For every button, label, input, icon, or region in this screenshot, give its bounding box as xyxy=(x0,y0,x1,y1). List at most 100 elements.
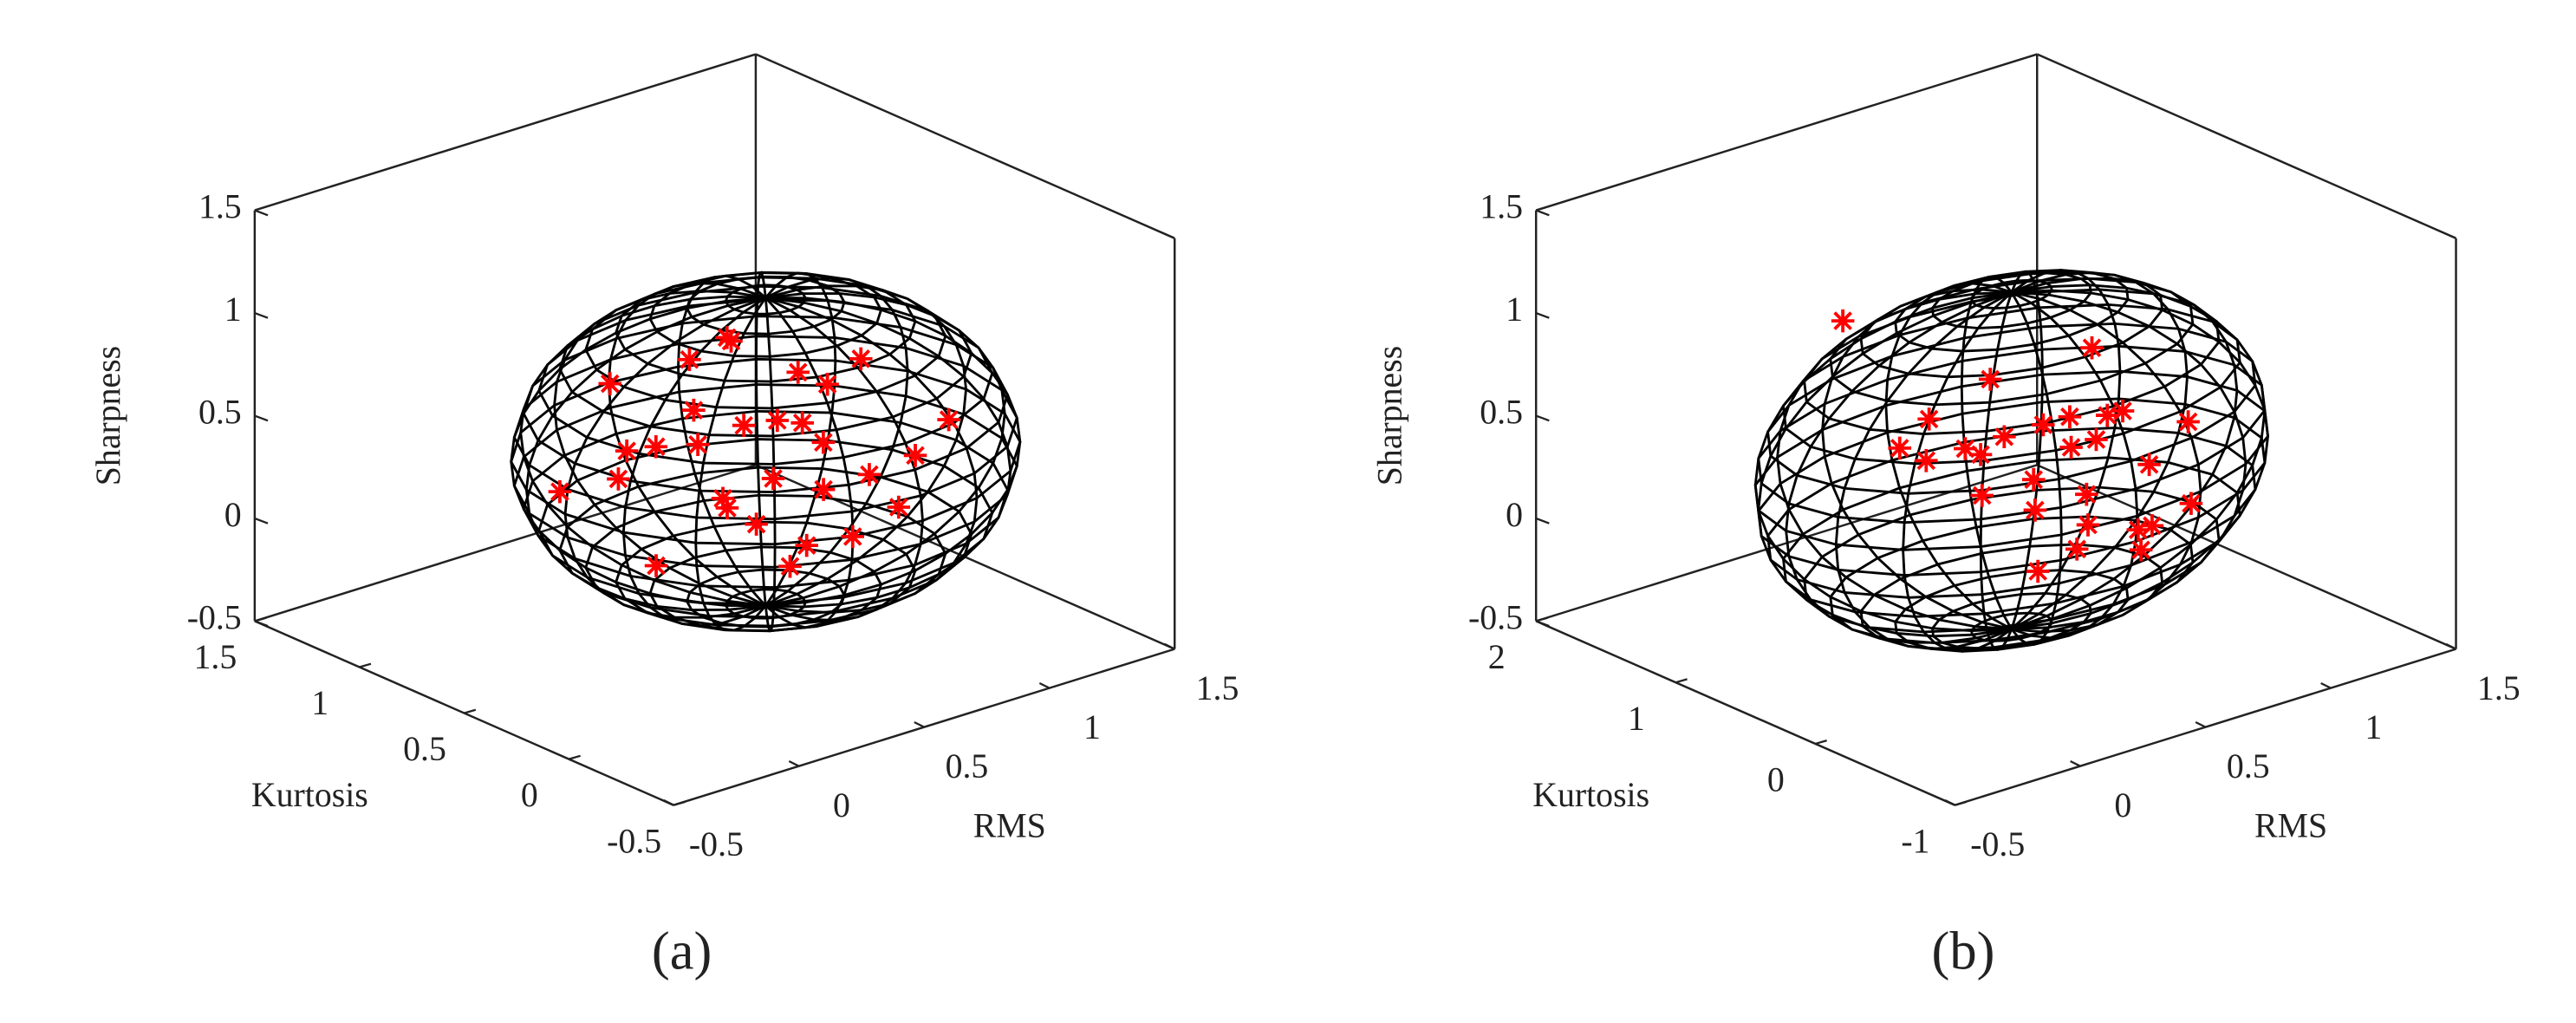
z-tick xyxy=(254,517,269,525)
z-tick-label: 1.5 xyxy=(1480,188,1523,226)
y-tick-label: 0 xyxy=(1767,761,1785,799)
ellipsoid-meridian xyxy=(755,270,767,606)
y-tick-label: 2 xyxy=(1488,638,1506,676)
ellipsoid-meridian xyxy=(764,296,924,622)
point xyxy=(887,495,911,519)
point xyxy=(2111,399,2135,423)
axis-box-line xyxy=(755,53,1175,239)
x-tick xyxy=(663,798,674,806)
point xyxy=(2075,482,2098,506)
y-tick-label: -0.5 xyxy=(607,822,661,860)
y-tick xyxy=(464,708,477,714)
point xyxy=(816,372,839,396)
ellipsoid-meridian xyxy=(2011,283,2267,631)
point xyxy=(548,479,572,504)
z-axis-label: Sharpness xyxy=(89,346,127,485)
point xyxy=(2137,453,2161,477)
z-tick xyxy=(254,414,269,422)
point xyxy=(765,408,790,433)
point xyxy=(1831,309,1855,333)
x-axis-label: RMS xyxy=(973,806,1046,844)
point xyxy=(2059,435,2083,459)
ellipsoid-meridian xyxy=(519,295,766,608)
panel-label: (b) xyxy=(1931,920,1994,981)
point xyxy=(849,347,873,371)
x-tick-label: 0.5 xyxy=(2227,747,2270,785)
z-axis-label: Sharpness xyxy=(1370,346,1408,485)
x-tick-label: 1.5 xyxy=(1196,669,1239,707)
x-tick-label: 1 xyxy=(1083,708,1101,746)
z-tick xyxy=(1535,209,1550,217)
y-tick-label: 1 xyxy=(311,684,329,722)
ellipsoid-meridian xyxy=(2011,270,2189,630)
ellipsoid-meridian xyxy=(694,296,767,632)
point xyxy=(715,496,739,520)
y-tick xyxy=(673,800,686,806)
ellipsoid-meridian xyxy=(2011,289,2269,631)
point xyxy=(795,533,818,557)
point xyxy=(2065,538,2089,561)
y-tick-label: 0 xyxy=(521,776,538,814)
x-tick xyxy=(2445,642,2457,650)
x-tick xyxy=(1944,798,1955,806)
y-tick xyxy=(359,662,372,668)
point xyxy=(1954,437,1977,460)
point xyxy=(790,411,814,435)
point xyxy=(857,463,881,486)
z-tick-label: 0 xyxy=(224,496,242,534)
point xyxy=(732,414,756,437)
point xyxy=(1978,368,2002,391)
y-tick xyxy=(1815,740,1827,746)
point xyxy=(711,486,735,511)
x-axis-label: RMS xyxy=(2254,806,2327,844)
z-tick-label: 0.5 xyxy=(198,394,242,432)
y-tick xyxy=(1675,678,1688,684)
x-tick-label: -0.5 xyxy=(1970,825,2025,863)
ellipsoid-meridian xyxy=(1960,275,2013,630)
y-tick xyxy=(1955,800,1968,806)
x-tick-label: 1 xyxy=(2365,708,2382,746)
axis-box-line xyxy=(2036,464,2457,650)
z-tick-label: 0 xyxy=(1506,496,1523,534)
ellipsoid-meridian xyxy=(2010,269,2122,630)
z-tick-label: 0.5 xyxy=(1480,394,1523,432)
z-tick-label: -0.5 xyxy=(187,599,242,637)
ellipsoid-meridian xyxy=(765,292,1006,608)
point xyxy=(2021,467,2046,492)
point xyxy=(715,326,739,349)
ellipsoid-meridian xyxy=(764,296,979,614)
point xyxy=(2032,413,2055,437)
point xyxy=(1888,436,1912,460)
y-tick xyxy=(254,616,267,622)
point xyxy=(761,466,785,491)
ellipsoid-meridian xyxy=(765,296,1022,608)
point xyxy=(937,407,960,432)
ellipsoid-meridian xyxy=(2010,291,2063,646)
point xyxy=(2140,514,2164,538)
z-tick xyxy=(1535,414,1550,422)
z-tick-label: 1 xyxy=(224,290,242,329)
point xyxy=(644,434,668,459)
x-tick xyxy=(2195,720,2207,728)
point xyxy=(2176,410,2200,433)
point xyxy=(615,439,639,463)
panel-label: (a) xyxy=(652,920,712,981)
point xyxy=(778,554,802,578)
point xyxy=(745,512,768,536)
x-tick xyxy=(2070,759,2081,767)
point xyxy=(903,444,927,467)
point xyxy=(678,348,701,372)
ellipsoid xyxy=(1753,269,2270,653)
point xyxy=(2080,336,2104,360)
z-tick xyxy=(254,209,269,217)
point xyxy=(598,372,621,395)
axis-box-line xyxy=(254,464,757,622)
ellipsoid-meridian xyxy=(1902,291,2013,653)
y-axis-label: Kurtosis xyxy=(1532,776,1649,814)
ellipsoid-meridian xyxy=(677,274,767,607)
x-tick-label: 0.5 xyxy=(946,747,989,785)
z-tick xyxy=(1535,620,1550,628)
ellipsoid-meridian xyxy=(2011,290,2247,631)
